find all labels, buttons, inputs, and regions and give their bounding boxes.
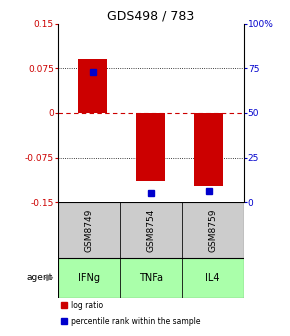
FancyBboxPatch shape	[58, 202, 120, 258]
FancyBboxPatch shape	[120, 202, 182, 258]
FancyBboxPatch shape	[182, 258, 244, 297]
Bar	[78, 59, 107, 113]
FancyBboxPatch shape	[120, 258, 182, 297]
Text: IL4: IL4	[205, 272, 220, 283]
Text: GSM8749: GSM8749	[84, 208, 93, 252]
Text: GSM8759: GSM8759	[208, 208, 217, 252]
Text: agent: agent	[27, 273, 53, 282]
Title: GDS498 / 783: GDS498 / 783	[107, 9, 194, 23]
Text: log ratio: log ratio	[71, 301, 103, 310]
Text: percentile rank within the sample: percentile rank within the sample	[71, 317, 200, 326]
FancyBboxPatch shape	[182, 202, 244, 258]
Text: IFNg: IFNg	[78, 272, 100, 283]
Bar	[136, 113, 165, 181]
Text: GSM8754: GSM8754	[146, 208, 155, 252]
FancyBboxPatch shape	[58, 258, 120, 297]
Text: TNFa: TNFa	[139, 272, 163, 283]
Bar	[194, 113, 223, 185]
